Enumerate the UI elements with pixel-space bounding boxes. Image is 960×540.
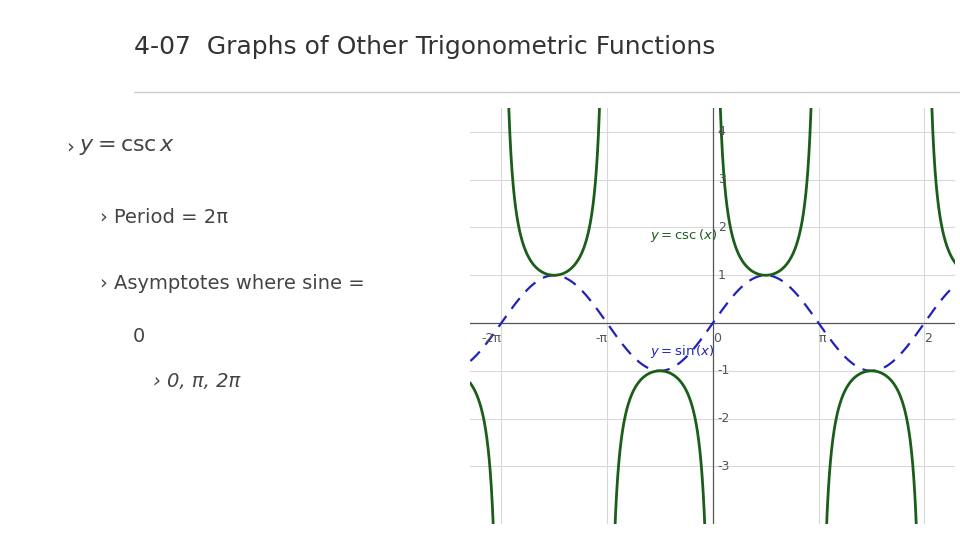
Text: 2: 2 [924, 332, 932, 345]
Text: π: π [819, 332, 826, 345]
Text: $\mathit{y} = \csc\mathit{x}$: $\mathit{y} = \csc\mathit{x}$ [79, 137, 175, 157]
Text: $y = \mathrm{csc}\,(x)$: $y = \mathrm{csc}\,(x)$ [650, 227, 717, 244]
Text: 2: 2 [718, 221, 726, 234]
Text: -2: -2 [718, 412, 731, 425]
Text: › Period = 2π: › Period = 2π [100, 208, 228, 227]
Text: -1: -1 [718, 364, 731, 377]
Text: 4: 4 [718, 125, 726, 138]
Text: 0: 0 [712, 332, 721, 345]
Text: ›: › [66, 137, 74, 156]
Text: -2π: -2π [481, 332, 501, 345]
Text: › 0, π, 2π: › 0, π, 2π [154, 372, 240, 391]
Text: 0: 0 [132, 327, 145, 347]
Text: 1: 1 [718, 269, 726, 282]
Text: π: π [89, 52, 108, 79]
Text: -3: -3 [718, 460, 731, 473]
Text: $y = \mathrm{sin}\,(x)$: $y = \mathrm{sin}\,(x)$ [650, 343, 714, 360]
Text: 3: 3 [718, 173, 726, 186]
Text: › Asymptotes where sine =: › Asymptotes where sine = [100, 274, 364, 293]
Text: 4-07  Graphs of Other Trigonometric Functions: 4-07 Graphs of Other Trigonometric Funct… [134, 35, 716, 59]
Text: -π: -π [595, 332, 607, 345]
